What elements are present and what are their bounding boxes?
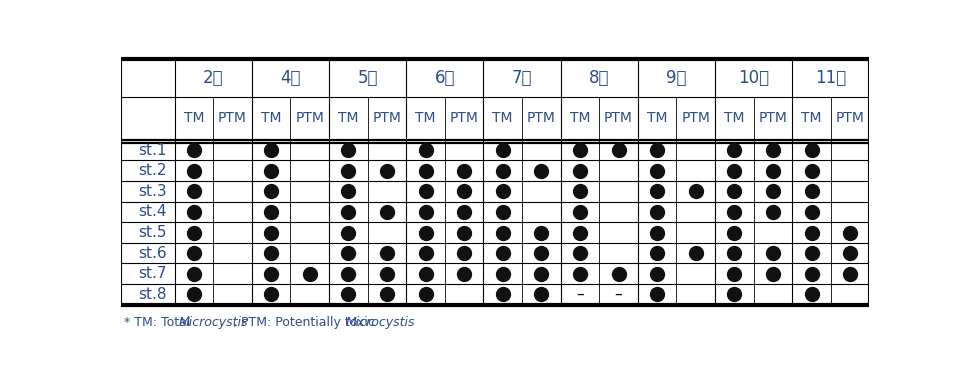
Text: Microcystis: Microcystis [179,316,248,329]
Text: TM: TM [493,111,513,125]
Text: TM: TM [647,111,668,125]
Text: 8월: 8월 [589,69,610,87]
Text: 7월: 7월 [512,69,532,87]
Text: st.5: st.5 [138,225,166,240]
Text: st.3: st.3 [138,184,166,199]
Text: PTM: PTM [604,111,633,125]
Text: TM: TM [801,111,822,125]
Text: 5월: 5월 [357,69,378,87]
Text: PTM: PTM [450,111,478,125]
Text: –: – [614,287,622,302]
Text: PTM: PTM [758,111,787,125]
Text: st.1: st.1 [138,142,166,158]
Text: , PTM: Potentially toxic: , PTM: Potentially toxic [233,316,379,329]
Text: 4월: 4월 [280,69,300,87]
Text: st.4: st.4 [138,204,166,219]
Text: * TM: Total: * TM: Total [125,316,195,329]
Text: PTM: PTM [681,111,710,125]
Text: PTM: PTM [218,111,247,125]
Text: TM: TM [261,111,281,125]
Text: st.7: st.7 [138,266,166,281]
Text: 11월: 11월 [815,69,846,87]
Text: st.2: st.2 [138,163,166,178]
Text: 9월: 9월 [667,69,687,87]
Text: –: – [576,287,583,302]
Text: st.8: st.8 [138,287,166,302]
Text: TM: TM [570,111,590,125]
Text: PTM: PTM [526,111,555,125]
Text: TM: TM [184,111,204,125]
Text: 6월: 6월 [435,69,455,87]
Text: PTM: PTM [373,111,402,125]
Text: TM: TM [415,111,436,125]
Text: TM: TM [724,111,745,125]
Text: 2월: 2월 [203,69,223,87]
Text: TM: TM [338,111,358,125]
Text: PTM: PTM [296,111,325,125]
Text: PTM: PTM [836,111,865,125]
Text: Microcystis: Microcystis [346,316,415,329]
Text: st.6: st.6 [138,245,166,261]
Text: 10월: 10월 [738,69,769,87]
